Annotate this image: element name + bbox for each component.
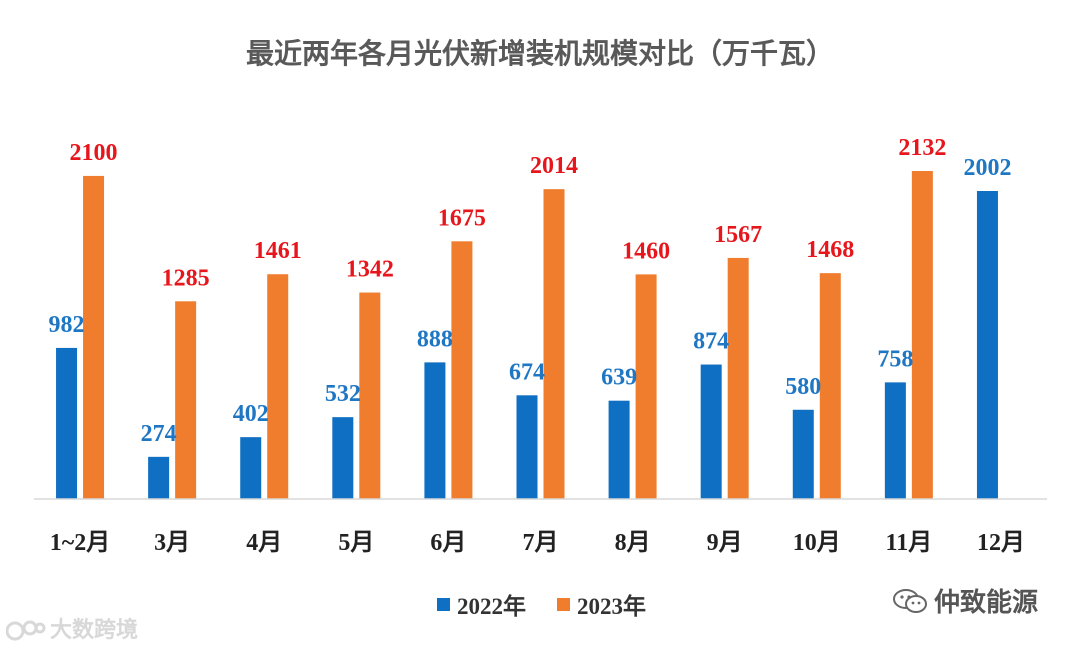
data-label-2023年-8月: 1460 — [622, 238, 670, 264]
bars-group — [56, 171, 998, 500]
data-label-2023年-9月: 1567 — [714, 222, 762, 248]
category-label-10月: 10月 — [793, 530, 841, 556]
wechat-icon — [893, 588, 927, 613]
data-label-2022年-5月: 532 — [325, 381, 361, 407]
bar-2022年-12月 — [976, 191, 998, 499]
category-label-6月: 6月 — [430, 530, 466, 556]
watermark-left-text: 大数跨境 — [50, 618, 139, 643]
legend-label-2022年: 2022年 — [457, 593, 526, 619]
legend: 2022年 2023年 — [437, 593, 646, 619]
bar-2023年-11月 — [911, 171, 933, 499]
category-label-1~2月: 1~2月 — [50, 530, 110, 556]
bar-2022年-4月 — [240, 437, 262, 499]
bar-2023年-6月 — [451, 241, 473, 500]
data-label-2022年-11月: 758 — [877, 346, 913, 372]
bar-2022年-6月 — [424, 362, 446, 499]
bar-2023年-7月 — [543, 189, 565, 499]
bar-2022年-1~2月 — [56, 347, 78, 499]
bar-2022年-3月 — [148, 456, 170, 499]
bar-2022年-8月 — [608, 400, 630, 499]
category-label-8月: 8月 — [615, 530, 651, 556]
watermark-right: 仲致能源 — [892, 582, 1038, 619]
category-label-4月: 4月 — [246, 530, 282, 556]
data-label-2023年-4月: 1461 — [254, 238, 302, 264]
bar-2022年-7月 — [516, 395, 538, 499]
chart-title: 最近两年各月光伏新增装机规模对比（万千瓦） — [246, 37, 834, 70]
data-label-2023年-1~2月: 2100 — [70, 140, 118, 166]
data-label-2022年-10月: 580 — [785, 374, 821, 400]
bar-2023年-8月 — [635, 274, 657, 499]
data-label-2022年-8月: 639 — [601, 365, 637, 391]
data-label-2023年-5月: 1342 — [346, 257, 394, 283]
legend-label-2023年: 2023年 — [577, 593, 646, 619]
data-label-2022年-12月: 2002 — [963, 155, 1011, 181]
bar-2022年-9月 — [700, 364, 722, 499]
data-label-2022年-3月: 274 — [141, 421, 177, 447]
category-label-3月: 3月 — [154, 530, 190, 556]
data-label-2023年-3月: 1285 — [162, 265, 210, 291]
watermark-right-text: 仲致能源 — [934, 588, 1039, 618]
data-label-2023年-11月: 2132 — [898, 135, 946, 161]
data-label-2023年-6月: 1675 — [438, 205, 486, 231]
data-label-2022年-9月: 874 — [693, 329, 729, 355]
bar-2023年-3月 — [175, 301, 197, 499]
category-label-7月: 7月 — [523, 530, 559, 556]
watermark-left: 大数跨境 — [6, 612, 138, 644]
legend-swatch-2023年 — [557, 598, 570, 611]
category-label-5月: 5月 — [338, 530, 374, 556]
bar-2022年-11月 — [884, 382, 906, 499]
data-label-2022年-7月: 674 — [509, 359, 545, 385]
bar-2023年-1~2月 — [83, 175, 105, 499]
bar-2023年-4月 — [267, 274, 289, 499]
data-label-2022年-4月: 402 — [233, 401, 269, 427]
bar-2023年-5月 — [359, 292, 381, 499]
category-label-11月: 11月 — [886, 530, 933, 556]
legend-swatch-2022年 — [437, 598, 450, 611]
bar-2023年-9月 — [727, 257, 749, 499]
data-label-2023年-7月: 2014 — [530, 153, 578, 179]
category-labels-group: 1~2月 3月 4月 5月 6月 7月 8月 9月 10月 11月 12月 — [50, 530, 1025, 556]
watermark-logo-icon — [6, 620, 46, 641]
data-labels-group: 982 2100 274 1285 402 1461 532 1342 888 1675 674 20… — [49, 135, 1012, 447]
bar-2022年-5月 — [332, 417, 354, 499]
data-label-2022年-6月: 888 — [417, 326, 453, 352]
category-label-12月: 12月 — [977, 530, 1025, 556]
bar-2023年-10月 — [819, 273, 841, 499]
category-label-9月: 9月 — [707, 530, 743, 556]
data-label-2023年-10月: 1468 — [806, 237, 854, 263]
bar-2022年-10月 — [792, 409, 814, 499]
data-label-2022年-1~2月: 982 — [49, 312, 85, 338]
